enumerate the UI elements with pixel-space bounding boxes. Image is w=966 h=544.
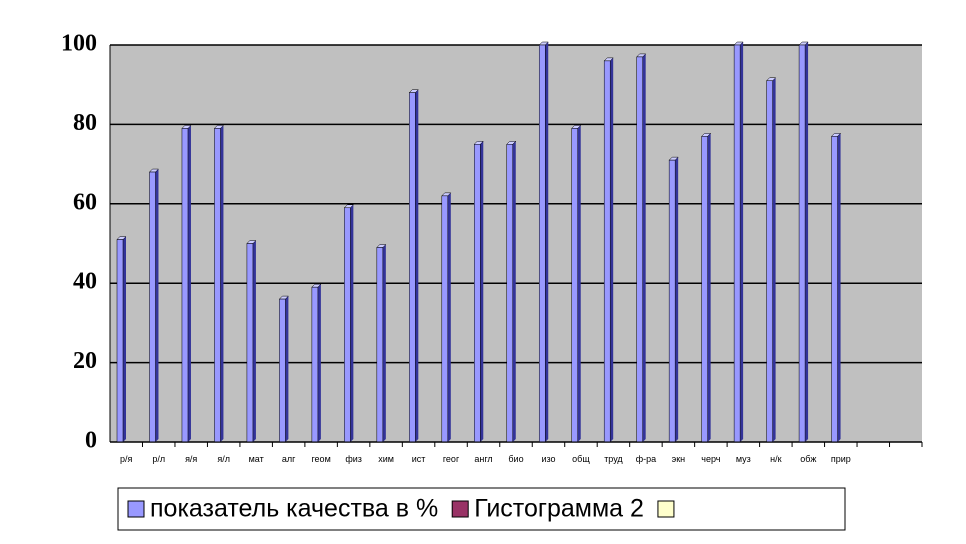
x-tick-label: экн	[672, 454, 686, 464]
bar-side	[252, 240, 256, 442]
bar-side	[772, 77, 776, 442]
x-tick-label: я/л	[217, 454, 230, 464]
bar	[441, 195, 449, 443]
bar-side	[707, 133, 711, 442]
bar	[344, 207, 351, 443]
legend-swatch	[127, 500, 145, 518]
x-tick-label: р/л	[152, 454, 165, 464]
y-tick-label: 40	[73, 269, 97, 295]
x-tick-label: обж	[800, 454, 816, 464]
x-tick-label: хим	[378, 454, 394, 464]
bar-side	[642, 53, 646, 442]
bar	[636, 56, 643, 443]
bar-side	[123, 236, 126, 442]
bar	[831, 136, 838, 443]
bar-side	[447, 192, 451, 442]
bar	[668, 159, 676, 443]
x-tick-label: мат	[249, 454, 264, 464]
bar	[214, 128, 221, 443]
x-tick-label: прир	[831, 454, 851, 464]
bar-side	[740, 42, 744, 442]
bar	[701, 136, 708, 443]
bar	[474, 144, 481, 443]
bar-side	[187, 125, 191, 443]
bar-side	[675, 157, 679, 442]
bar	[311, 286, 319, 443]
legend-swatch	[451, 500, 469, 518]
bar-side	[545, 42, 549, 442]
y-tick-label: 0	[85, 428, 97, 454]
bar	[376, 247, 384, 443]
bar	[246, 243, 254, 443]
bar-side	[480, 141, 484, 442]
bar	[571, 128, 578, 443]
bar-side	[317, 284, 321, 442]
bar-side	[610, 57, 614, 442]
x-tick-label: р/я	[120, 454, 133, 464]
bar-side	[837, 133, 841, 442]
x-tick-label: изо	[541, 454, 555, 464]
x-tick-label: алг	[282, 454, 296, 464]
x-tick-label: ист	[412, 454, 426, 464]
bar-side	[382, 244, 386, 442]
legend-label: показатель качества в %	[150, 495, 438, 523]
x-tick-label: англ	[474, 454, 492, 464]
x-tick-label: труд	[604, 454, 623, 464]
x-tick-label: геом	[311, 454, 330, 464]
y-tick-label: 80	[73, 110, 97, 136]
x-tick-label: муз	[736, 454, 751, 464]
bar	[733, 44, 741, 443]
bar	[409, 92, 416, 443]
legend-label: Гистограмма 2	[474, 495, 644, 523]
bar-side	[805, 42, 809, 442]
plot-area	[110, 45, 922, 442]
x-tick-label: общ	[572, 454, 590, 464]
x-tick-label: геог	[443, 454, 460, 464]
legend-swatch	[657, 500, 675, 518]
y-tick-label: 60	[73, 189, 97, 215]
x-tick-label: черч	[701, 454, 721, 464]
x-tick-label: физ	[345, 454, 362, 464]
bar	[149, 171, 156, 443]
bar-side	[285, 296, 289, 442]
bar-side	[415, 89, 419, 442]
x-tick-label: био	[508, 454, 523, 464]
bar	[506, 144, 514, 443]
bar-side	[512, 141, 516, 442]
bar	[181, 128, 189, 443]
bar	[279, 298, 286, 443]
y-tick-label: 20	[73, 348, 97, 374]
x-tick-label: н/к	[770, 454, 781, 464]
y-tick-label: 100	[61, 31, 97, 57]
bar-side	[350, 204, 354, 442]
bar	[116, 239, 124, 443]
bar	[603, 60, 611, 443]
bar	[766, 80, 773, 443]
bar-side	[155, 169, 159, 443]
bar	[798, 44, 806, 443]
x-tick-label: ф-ра	[636, 454, 656, 464]
bar-side	[220, 125, 224, 443]
bar-side	[577, 125, 581, 443]
x-tick-label: я/я	[185, 454, 197, 464]
legend-box	[117, 487, 846, 531]
bar	[538, 44, 546, 443]
